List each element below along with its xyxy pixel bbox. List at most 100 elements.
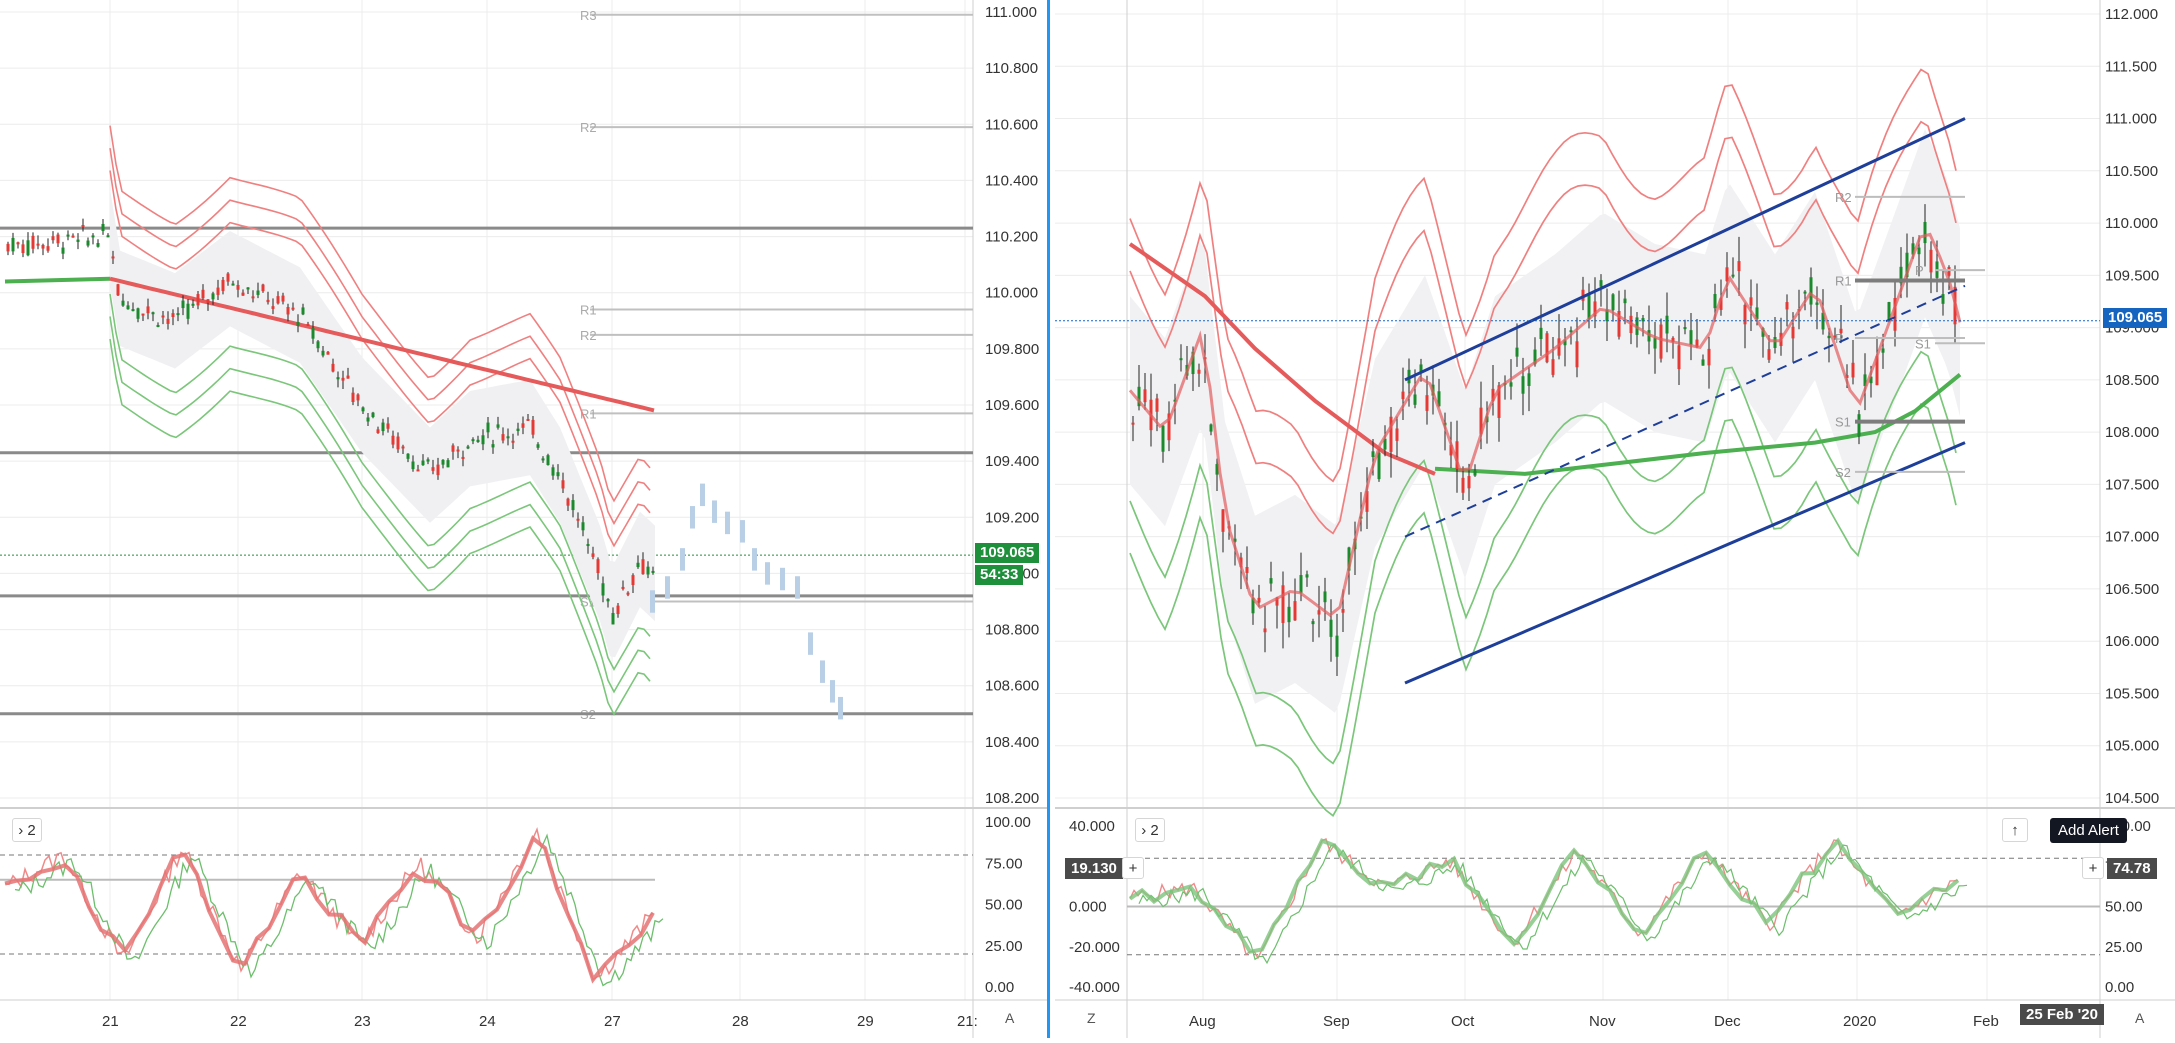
candle-body (1335, 635, 1339, 657)
indicator-toggle-button[interactable]: › 2 (1135, 818, 1165, 842)
candle-body (1419, 364, 1423, 373)
oscillator-signal-line (1138, 843, 1968, 965)
indicator-count: 2 (1150, 821, 1159, 839)
candle-body (1695, 339, 1699, 348)
osc-axis-label: 0.00 (2105, 979, 2134, 996)
candle-body (581, 522, 585, 531)
chevron-right-icon: › (1141, 821, 1147, 839)
candle-body (1671, 337, 1675, 343)
candle-body (96, 243, 100, 247)
add-alert-icon[interactable]: + (2082, 857, 2104, 879)
auto-scale-button[interactable]: A (1005, 1010, 1015, 1026)
price-axis-label: 109.200 (985, 509, 1039, 526)
bar-countdown-label: 54:33 (975, 565, 1024, 585)
right-chart[interactable]: 112.000 111.500 111.000 110.500 110.000 109.5… (1055, 0, 2175, 1038)
price-axis-label: 110.200 (985, 229, 1038, 246)
candle-body (526, 418, 530, 421)
candle-body (1401, 391, 1405, 400)
left-chart[interactable]: 111.000 110.800 110.600 110.400 110.200 110.0… (0, 0, 1047, 1038)
time-axis-label: 29 (857, 1013, 874, 1030)
candle-body (1137, 386, 1141, 407)
price-axis-label: 105.500 (2105, 685, 2159, 702)
candle-body (246, 287, 250, 290)
candle-body (306, 323, 310, 326)
candle-body (346, 375, 350, 379)
indicator-toggle-button[interactable]: › 2 (12, 818, 42, 842)
pivot-label: R1 (580, 303, 597, 318)
osc-axis-label: 100.00 (985, 814, 1031, 831)
candle-body (251, 296, 255, 299)
candle-body (1215, 464, 1219, 475)
candle-body (266, 299, 270, 303)
candle-body (171, 313, 175, 317)
candle-body (376, 429, 380, 433)
pivot-label: R1 (1835, 274, 1852, 289)
candle-body (361, 407, 365, 412)
candle-body (1725, 267, 1729, 282)
undo-zoom-button[interactable]: Z (1087, 1010, 1096, 1026)
candle-body (1551, 359, 1555, 375)
right-chart-pane[interactable]: 112.000 111.500 111.000 110.500 110.000 109.5… (1055, 0, 2175, 1038)
candle-body (1263, 628, 1267, 633)
price-axis-label: 111.500 (2105, 58, 2157, 75)
oscillator-main-line (1128, 837, 1960, 954)
candle-body (496, 424, 500, 428)
candle-body (1755, 307, 1759, 319)
candle-body (1521, 376, 1525, 394)
candle-body (276, 296, 280, 304)
candle-body (546, 455, 550, 465)
candle-body (1701, 359, 1705, 366)
candle-body (1479, 407, 1483, 435)
projection-bar (780, 567, 785, 591)
price-axis-label: 108.600 (985, 678, 1039, 695)
candle-body (616, 605, 620, 615)
envelope-line (109, 316, 651, 694)
candle-body (16, 242, 20, 245)
channel-lower-line (1404, 441, 1966, 685)
osc-axis-label: -20.000 (1069, 939, 1120, 956)
osc-axis-label: 50.00 (2105, 899, 2143, 916)
candle-body (1371, 451, 1375, 457)
candle-body (551, 467, 555, 476)
pivot-label: R2 (580, 120, 597, 135)
candle-body (511, 440, 515, 443)
candle-body (11, 237, 15, 252)
candle-body (1575, 341, 1579, 368)
candle-body (561, 480, 565, 489)
add-icon[interactable]: + (1122, 857, 1144, 879)
price-axis-label: 110.000 (985, 285, 1038, 302)
candle-body (1425, 395, 1429, 411)
candle-body (201, 289, 205, 299)
candle-body (1317, 610, 1321, 615)
candle-body (111, 256, 115, 259)
candle-body (1905, 252, 1909, 278)
candle-body (41, 244, 45, 249)
candle-body (1221, 509, 1225, 532)
candle-body (36, 243, 40, 246)
candle-body (1677, 345, 1681, 370)
auto-scale-button[interactable]: A (2135, 1010, 2145, 1026)
candle-body (1395, 428, 1399, 441)
candle-body (301, 307, 305, 315)
pivot-label: S1 (1915, 336, 1931, 351)
left-chart-pane[interactable]: 111.000 110.800 110.600 110.400 110.200 110.0… (0, 0, 1050, 1038)
candle-body (1875, 356, 1879, 386)
price-axis-label: 105.000 (2105, 738, 2159, 755)
price-axis-label: 110.500 (2105, 163, 2158, 180)
candle-body (411, 461, 415, 470)
candle-body (1869, 376, 1873, 384)
candle-body (6, 243, 10, 252)
candle-body (1377, 452, 1381, 480)
candle-body (196, 294, 200, 306)
price-axis-label: 108.800 (985, 622, 1039, 639)
candle-body (1323, 591, 1327, 603)
price-axis-label: 112.000 (2105, 6, 2158, 23)
candle-body (651, 570, 655, 573)
candle-body (326, 351, 330, 355)
envelope-line (109, 147, 651, 526)
candle-body (1305, 574, 1309, 578)
envelope-line (1129, 350, 1957, 765)
scroll-up-icon[interactable]: ↑ (2002, 818, 2028, 842)
candle-body (216, 287, 220, 295)
osc-axis-label: 0.000 (1069, 899, 1107, 916)
